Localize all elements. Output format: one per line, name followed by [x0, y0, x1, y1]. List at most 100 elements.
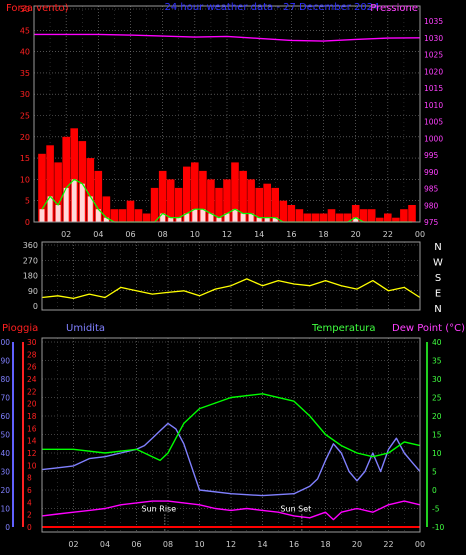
atmosphere-x-tick: 04: [100, 540, 110, 549]
temp-y-tick: 5: [432, 468, 437, 477]
humidity-y-tick: 0: [5, 523, 10, 532]
wind-x-tick: 10: [190, 230, 200, 239]
pressure-line: [34, 33, 421, 42]
wind-bar: [47, 196, 53, 222]
wind-y-tick: 5: [25, 197, 30, 206]
wind-bar: [95, 209, 101, 222]
gust-bar: [150, 187, 159, 222]
humidity-y-tick: 30: [0, 468, 10, 477]
direction-frame: [41, 241, 421, 311]
wind-frame: [33, 5, 421, 223]
humidity-y-tick: 50: [0, 431, 10, 440]
gust-bar: [38, 153, 46, 222]
gust-bar: [70, 128, 78, 222]
pressure-y-tick: 1005: [424, 118, 443, 127]
gust-bar: [287, 205, 296, 222]
gust-bar: [78, 141, 87, 222]
gust-bar: [134, 209, 143, 222]
humidity-y-tick: 100: [0, 338, 10, 347]
humidity-y-tick: 40: [0, 449, 10, 458]
wind-x-tick: 06: [125, 230, 135, 239]
wind-bar: [248, 213, 254, 222]
rain-y-tick: 6: [27, 486, 32, 495]
temp-y-tick: -10: [432, 523, 444, 532]
wind-x-tick: 16: [286, 230, 296, 239]
wind-bar: [87, 196, 93, 222]
gust-bar: [174, 187, 183, 222]
wind-x-tick: 04: [93, 230, 103, 239]
temp-y-tick: 35: [432, 357, 442, 366]
wind-y-tick: 0: [25, 218, 30, 227]
wind-bar: [55, 205, 61, 222]
gust-bar: [311, 213, 320, 222]
atmosphere-x-tick: 00: [415, 540, 425, 549]
gust-bar: [94, 170, 103, 222]
wind-bar: [264, 217, 270, 222]
rain-y-tick: 20: [27, 400, 37, 409]
gust-bar: [118, 209, 127, 222]
gust-bar: [367, 209, 376, 222]
humidity-y-tick: 70: [0, 394, 10, 403]
humidity-y-tick: 90: [0, 357, 10, 366]
atmosphere-label-2: Temperatura: [311, 323, 376, 334]
wind-bar: [224, 213, 230, 222]
wind-bar: [71, 179, 77, 222]
pressure-y-tick: 1025: [424, 51, 443, 60]
wind-y-tick: 30: [20, 90, 30, 99]
gust-bar: [86, 158, 95, 222]
wind-x-tick: 22: [383, 230, 393, 239]
direction-compass-label: N: [434, 242, 441, 253]
pressure-y-tick: 980: [424, 201, 439, 210]
pressure-axis-label: Pressione: [370, 3, 418, 14]
temp-y-tick: 40: [432, 338, 442, 347]
direction-y-tick: 0: [33, 302, 38, 311]
wind-bar: [168, 217, 174, 222]
gust-bar: [351, 205, 360, 222]
wind-x-tick: 14: [254, 230, 264, 239]
pressure-y-tick: 990: [424, 168, 439, 177]
chart-title: 24 hour weather data - 27 December 2024: [164, 2, 379, 13]
direction-y-tick: 90: [28, 287, 38, 296]
atmosphere-x-tick: 10: [194, 540, 204, 549]
wind-x-tick: 18: [318, 230, 328, 239]
pressure-y-tick: 1030: [424, 34, 443, 43]
wind-y-tick: 20: [20, 133, 30, 142]
atmosphere-x-tick: 06: [131, 540, 141, 549]
rain-y-tick: 22: [27, 387, 37, 396]
sun-annotation: Sun Rise: [142, 505, 177, 514]
gust-bar: [239, 170, 247, 222]
gust-bar: [319, 213, 328, 222]
pressure-y-tick: 1035: [424, 17, 443, 26]
gust-bar: [359, 209, 368, 222]
pressure-y-tick: 975: [424, 218, 439, 227]
wind-y-tick: 15: [20, 154, 30, 163]
wind-bar: [39, 209, 45, 222]
temp-y-tick: 0: [432, 486, 437, 495]
atmosphere-frame: [41, 337, 421, 533]
gust-bar: [231, 162, 239, 222]
wind-y-tick: 10: [20, 175, 30, 184]
wind-bar: [63, 187, 69, 222]
temperatura-line: [42, 393, 421, 462]
atmosphere-label-0: Pioggia: [2, 323, 38, 334]
wind-bar: [200, 209, 206, 222]
gust-bar: [384, 213, 392, 222]
wind-line: [41, 178, 412, 223]
gust-bar: [376, 217, 384, 222]
pressure-y-tick: 1000: [424, 134, 443, 143]
atmosphere-x-tick: 18: [320, 540, 330, 549]
gust-bar: [54, 162, 62, 222]
direction-compass-label: N: [434, 304, 441, 315]
gust-bar: [207, 179, 215, 222]
temp-y-tick: 30: [432, 375, 442, 384]
gust-bar: [400, 209, 408, 222]
direction-compass-label: E: [435, 289, 441, 300]
atmosphere-x-tick: 22: [383, 540, 393, 549]
gust-bar: [392, 217, 400, 222]
gust-bar: [255, 187, 263, 222]
gust-bar: [199, 170, 207, 222]
gust-bar: [110, 209, 119, 222]
umidita-line: [41, 422, 421, 497]
gust-bar: [223, 179, 231, 222]
rain-y-tick: 14: [27, 437, 37, 446]
